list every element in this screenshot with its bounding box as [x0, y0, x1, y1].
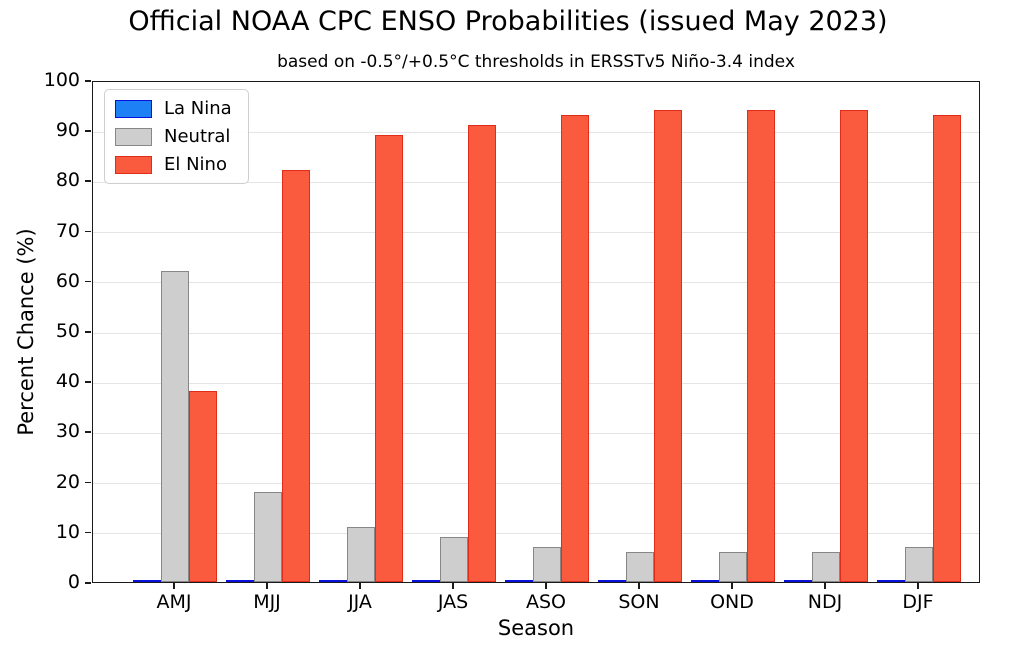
bar-mjj-el-nino [282, 170, 310, 582]
legend-item-neutral: Neutral [115, 126, 232, 147]
bar-aso-neutral [533, 546, 561, 582]
y-tick-label-40: 40 [55, 370, 80, 393]
y-tick-label-80: 80 [55, 169, 80, 192]
bar-mjj-neutral [254, 491, 282, 582]
x-tick-label-mjj: MJJ [253, 591, 281, 613]
x-tick-label-djf: DJF [902, 591, 934, 613]
bar-amj-el-nino [189, 391, 217, 582]
bar-jja-el-nino [375, 135, 403, 582]
x-tick-mark [638, 583, 640, 589]
legend-item-la-nina: La Nina [115, 98, 232, 119]
bar-ond-neutral [719, 551, 747, 582]
bar-djf-el-nino [933, 115, 961, 582]
gridline-y-20 [93, 483, 979, 485]
y-tick-label-60: 60 [55, 269, 80, 292]
bar-jas-el-nino [468, 125, 496, 582]
x-tick-label-son: SON [618, 591, 660, 613]
x-tick-label-jja: JJA [348, 591, 372, 613]
x-tick-label-amj: AMJ [156, 591, 192, 613]
chart-subtitle: based on -0.5°/+0.5°C thresholds in ERSS… [277, 52, 795, 72]
bar-djf-neutral [905, 546, 933, 582]
gridline-y-40 [93, 382, 979, 384]
y-tick-label-70: 70 [55, 219, 80, 242]
y-tick-label-10: 10 [55, 520, 80, 543]
bar-son-neutral [626, 551, 654, 582]
y-tick-label-0: 0 [67, 571, 80, 593]
x-tick-mark [266, 583, 268, 589]
gridline-y-90 [93, 131, 979, 133]
y-tick-mark [85, 431, 91, 433]
bar-aso-el-nino [561, 115, 589, 582]
x-tick-mark [545, 583, 547, 589]
x-tick-label-aso: ASO [525, 591, 566, 613]
bar-amj-la-nina [133, 580, 161, 582]
plot-area: La Nina Neutral El Nino [92, 81, 980, 583]
y-tick-mark [85, 180, 91, 182]
gridline-y-70 [93, 232, 979, 234]
x-axis-label: Season [497, 616, 575, 640]
bar-son-la-nina [598, 580, 626, 582]
legend: La Nina Neutral El Nino [104, 89, 249, 184]
legend-item-el-nino: El Nino [115, 154, 232, 175]
bar-jas-neutral [440, 536, 468, 582]
y-tick-label-100: 100 [43, 69, 80, 91]
x-tick-mark [359, 583, 361, 589]
y-tick-mark [85, 481, 91, 484]
bar-amj-neutral [161, 270, 189, 582]
bar-ndj-el-nino [840, 110, 868, 582]
y-tick-label-50: 50 [55, 320, 80, 342]
legend-label: La Nina [164, 98, 232, 119]
gridline-y-10 [93, 533, 979, 535]
bar-jja-la-nina [319, 580, 347, 582]
x-tick-label-jas: JAS [437, 591, 469, 613]
gridline-y-80 [93, 181, 979, 183]
legend-label: El Nino [164, 154, 227, 175]
bar-djf-la-nina [877, 580, 905, 582]
y-tick-mark [85, 280, 91, 283]
bar-ond-el-nino [747, 110, 775, 582]
x-tick-mark [452, 583, 454, 589]
y-tick-mark [85, 582, 91, 584]
bar-jas-la-nina [412, 580, 440, 582]
y-tick-label-90: 90 [55, 119, 80, 142]
bar-ndj-neutral [812, 551, 840, 582]
x-tick-mark [917, 583, 919, 589]
bar-ndj-la-nina [784, 580, 812, 582]
x-tick-label-ndj: NDJ [807, 591, 843, 613]
y-tick-mark [85, 130, 91, 132]
legend-swatch-la-nina-icon [115, 99, 152, 118]
y-tick-mark [85, 230, 91, 233]
gridline-y-60 [93, 282, 979, 284]
y-tick-mark [85, 80, 91, 82]
x-tick-mark [731, 583, 733, 589]
bar-mjj-la-nina [226, 580, 254, 582]
x-tick-mark [173, 583, 175, 589]
bar-aso-la-nina [505, 580, 533, 582]
bar-jja-neutral [347, 526, 375, 582]
y-tick-mark [85, 331, 91, 333]
bar-son-el-nino [654, 110, 682, 582]
legend-swatch-neutral-icon [115, 127, 152, 146]
y-tick-mark [85, 381, 91, 383]
x-tick-label-ond: OND [710, 591, 754, 613]
legend-swatch-el-nino-icon [115, 155, 152, 174]
bar-ond-la-nina [691, 580, 719, 582]
y-tick-label-30: 30 [55, 420, 80, 443]
gridline-y-50 [93, 332, 979, 334]
legend-label: Neutral [164, 126, 231, 147]
y-tick-mark [85, 531, 91, 534]
chart-title: Official NOAA CPC ENSO Probabilities (is… [128, 6, 888, 37]
gridline-y-30 [93, 432, 979, 434]
y-tick-label-20: 20 [55, 470, 80, 493]
x-tick-mark [824, 583, 826, 589]
